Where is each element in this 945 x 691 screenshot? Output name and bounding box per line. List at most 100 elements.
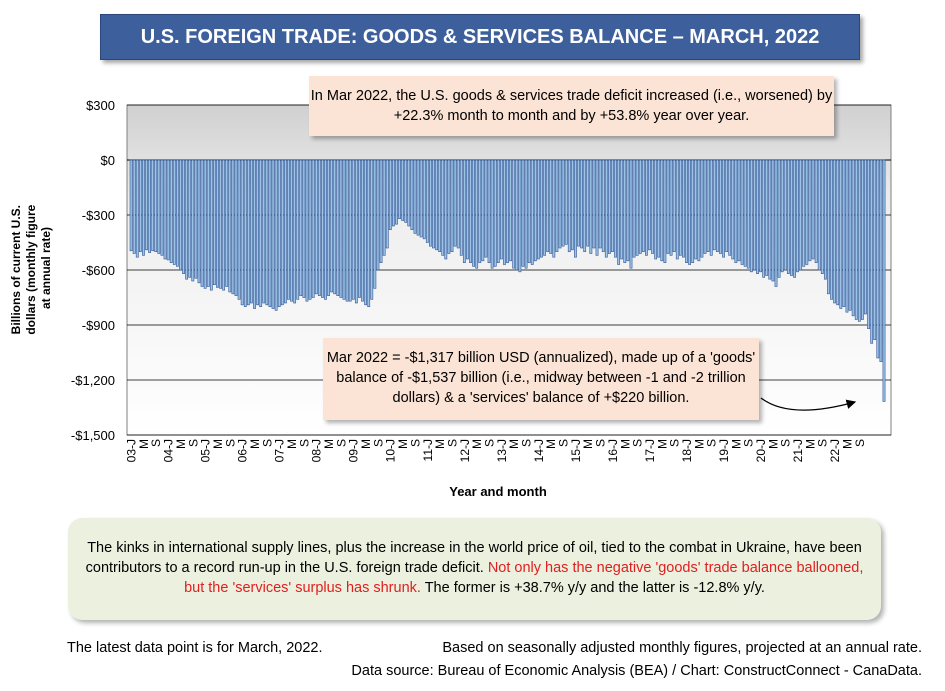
bar	[848, 159, 852, 311]
bar	[398, 159, 401, 219]
bar	[169, 159, 173, 263]
bar	[719, 159, 722, 254]
bar	[209, 159, 213, 291]
bar	[456, 159, 460, 249]
bar	[780, 159, 784, 273]
bar	[333, 159, 337, 295]
bar	[438, 159, 442, 252]
bar	[740, 159, 744, 265]
bar	[777, 159, 781, 278]
bar	[484, 159, 488, 258]
bar-series	[129, 159, 886, 402]
bar	[459, 159, 463, 256]
bar	[614, 159, 617, 258]
bar	[157, 159, 161, 254]
bar	[342, 159, 346, 300]
x-tick-label: S	[631, 439, 645, 447]
bar	[308, 159, 312, 300]
bar	[351, 159, 355, 300]
y-tick-label: -$300	[82, 208, 115, 223]
bar	[145, 159, 148, 251]
y-axis-label: Billions of current U.S. dollars (monthl…	[9, 201, 53, 334]
x-tick-label: M	[840, 439, 854, 449]
bar	[206, 159, 210, 287]
commentary-text: The kinks in international supply lines,…	[85, 540, 862, 576]
bar	[851, 159, 855, 317]
bar	[506, 159, 509, 263]
bar	[728, 159, 732, 256]
bar	[867, 159, 870, 329]
bar	[765, 159, 769, 276]
bar	[672, 159, 676, 252]
bar	[197, 159, 201, 284]
bar	[234, 159, 238, 296]
x-tick-label: M	[137, 439, 151, 449]
bar	[422, 159, 426, 240]
x-tick-label: S	[816, 439, 830, 447]
commentary-box: The kinks in international supply lines,…	[68, 518, 881, 620]
bar	[833, 159, 837, 304]
bar	[722, 159, 725, 258]
latest-data-note: The latest data point is for March, 2022…	[67, 640, 323, 656]
bar	[132, 159, 136, 254]
x-axis-ticks: 03-JMS04-JMS05-JMS06-JMS07-JMS08-JMS09-J…	[125, 439, 867, 462]
x-tick-label: 20-J	[754, 439, 768, 462]
bar	[469, 159, 472, 263]
bar	[694, 159, 698, 260]
x-tick-label: S	[446, 439, 460, 447]
bar	[530, 159, 534, 265]
bar	[336, 159, 340, 296]
x-tick-label: 03-J	[125, 439, 139, 462]
bar	[518, 159, 522, 273]
bar	[595, 159, 599, 256]
bar	[697, 159, 701, 262]
bar	[533, 159, 537, 262]
bar	[645, 159, 648, 256]
x-tick-label: S	[594, 439, 608, 447]
bar	[324, 159, 327, 300]
bar	[682, 159, 685, 258]
x-tick-label: S	[557, 439, 571, 447]
bar	[626, 159, 630, 262]
bar	[607, 159, 611, 254]
bar	[499, 159, 503, 260]
bar	[293, 159, 297, 304]
y-tick-label: -$1,200	[71, 373, 115, 388]
bar	[379, 159, 383, 263]
x-tick-label: M	[507, 439, 521, 449]
bar	[182, 159, 185, 274]
bar	[250, 159, 253, 304]
x-tick-label: M	[729, 439, 743, 449]
bar	[274, 159, 278, 311]
bar	[413, 159, 417, 234]
bar	[527, 159, 531, 263]
x-tick-label: 13-J	[495, 439, 509, 462]
bar	[237, 159, 241, 300]
bar	[842, 159, 846, 307]
bar	[524, 159, 528, 269]
bar	[416, 159, 420, 236]
bar	[429, 159, 432, 247]
bar	[654, 159, 658, 260]
bar	[432, 159, 435, 249]
bar	[478, 159, 482, 263]
month-change-note: In Mar 2022, the U.S. goods & services t…	[309, 76, 834, 136]
bar	[450, 159, 454, 252]
bar	[546, 159, 550, 252]
x-tick-label: M	[433, 439, 447, 449]
bar	[148, 159, 151, 253]
x-tick-label: S	[223, 439, 237, 447]
x-tick-label: S	[297, 439, 311, 447]
bar	[391, 159, 395, 227]
bar	[296, 159, 300, 300]
bar	[154, 159, 158, 252]
bar	[808, 159, 812, 262]
bar	[623, 159, 627, 263]
x-tick-label: M	[396, 439, 410, 449]
bar	[703, 159, 707, 254]
x-tick-label: 19-J	[717, 439, 731, 462]
bar	[225, 159, 229, 287]
bar	[213, 159, 216, 285]
bar	[592, 159, 596, 249]
bar	[783, 159, 787, 271]
